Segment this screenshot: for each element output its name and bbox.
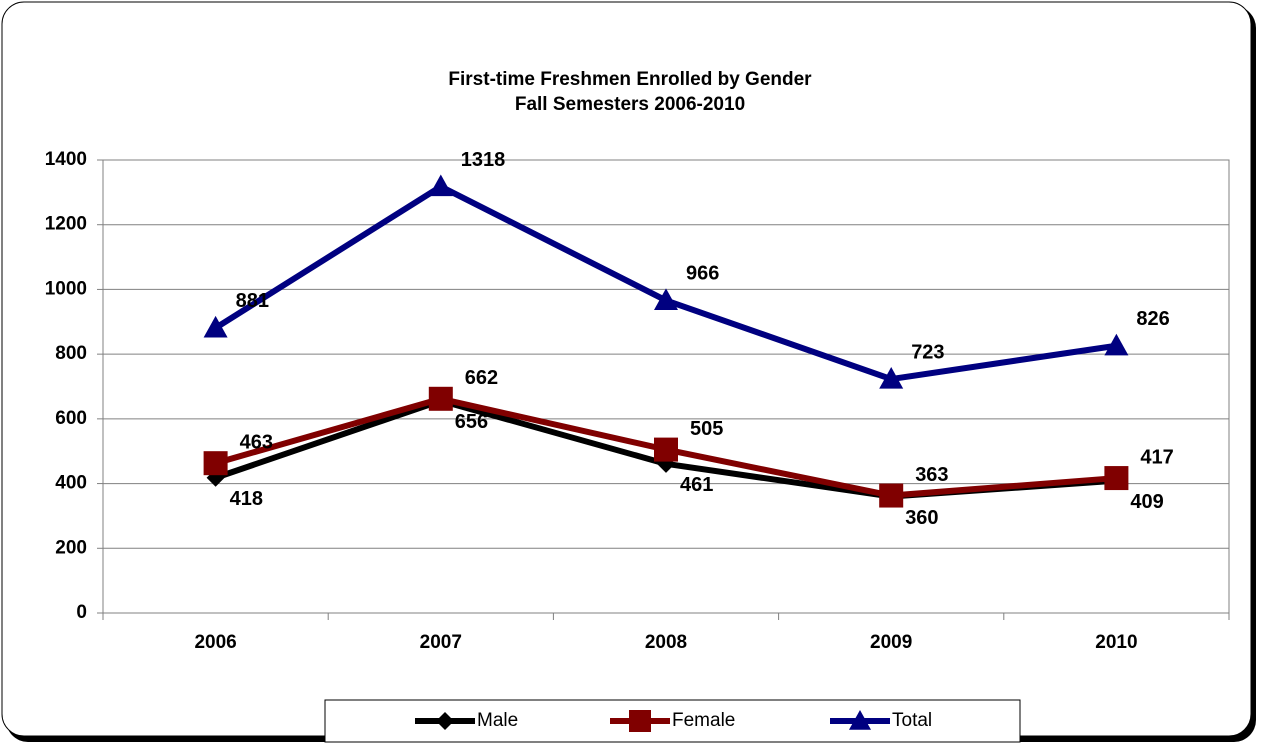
- data-label: 966: [686, 263, 719, 285]
- x-tick-label: 2006: [194, 632, 236, 653]
- data-label: 662: [465, 367, 498, 389]
- legend-label: Female: [672, 710, 735, 731]
- y-tick-label: 0: [76, 602, 87, 623]
- data-label: 360: [905, 507, 938, 529]
- y-tick-label: 200: [55, 537, 87, 558]
- y-tick-label: 800: [55, 343, 87, 364]
- data-point: [203, 315, 228, 338]
- data-label: 723: [911, 341, 944, 363]
- data-label: 1318: [461, 149, 506, 171]
- y-tick-label: 600: [55, 408, 87, 429]
- y-tick-label: 1200: [45, 214, 87, 235]
- data-point: [654, 437, 678, 462]
- data-label: 463: [240, 431, 273, 453]
- legend-marker: [849, 710, 871, 730]
- data-point: [879, 483, 904, 508]
- data-point: [428, 386, 453, 411]
- legend-label: Male: [477, 710, 518, 731]
- x-tick-label: 2010: [1095, 632, 1137, 653]
- data-label: 418: [230, 488, 263, 510]
- data-point: [203, 451, 228, 476]
- data-point: [1104, 333, 1129, 356]
- data-point: [1104, 466, 1129, 491]
- y-tick-label: 1000: [45, 278, 87, 299]
- x-tick-label: 2007: [420, 632, 462, 653]
- plot-area: [102, 159, 1230, 614]
- data-label: 461: [680, 474, 713, 496]
- x-tick-label: 2008: [645, 632, 687, 653]
- data-point: [879, 367, 904, 389]
- data-point: [654, 288, 678, 311]
- data-label: 881: [236, 290, 269, 312]
- data-label: 417: [1140, 446, 1173, 468]
- data-label: 409: [1130, 491, 1163, 513]
- chart-title: First-time Freshmen Enrolled by Gender: [448, 69, 812, 90]
- legend-label: Total: [892, 710, 932, 731]
- chart-subtitle: Fall Semesters 2006-2010: [515, 94, 745, 115]
- data-label: 505: [690, 418, 723, 440]
- y-tick-label: 400: [55, 473, 87, 494]
- y-tick-label: 1400: [45, 149, 87, 170]
- legend-marker: [629, 710, 651, 732]
- x-tick-label: 2009: [870, 632, 912, 653]
- data-point: [428, 174, 453, 197]
- data-label: 363: [915, 464, 948, 486]
- data-label: 656: [455, 411, 488, 433]
- data-label: 826: [1136, 308, 1169, 330]
- legend-marker: [436, 712, 454, 730]
